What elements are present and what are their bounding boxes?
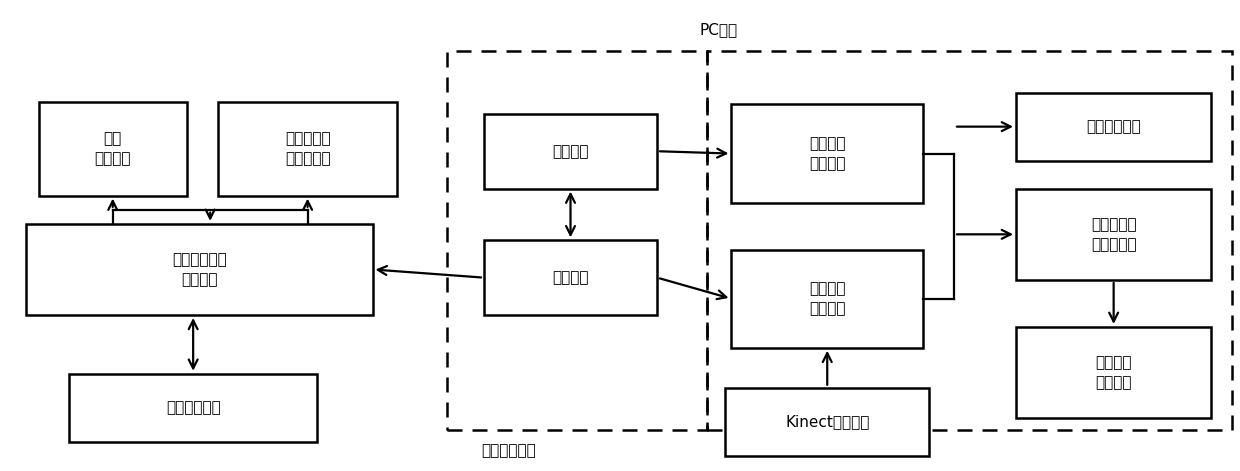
- Text: Kinect体感设备: Kinect体感设备: [785, 414, 869, 429]
- Text: PC终端: PC终端: [699, 22, 738, 37]
- Text: 多通道表面
肌电传感器: 多通道表面 肌电传感器: [285, 131, 330, 166]
- Text: 手部动作
识别模块: 手部动作 识别模块: [808, 136, 846, 171]
- Text: 机器人运动
逆解算模块: 机器人运动 逆解算模块: [1091, 217, 1137, 252]
- Bar: [38, 102, 187, 196]
- Bar: [725, 388, 929, 455]
- Bar: [732, 105, 923, 203]
- Text: 微处理器测量
控制装置: 微处理器测量 控制装置: [172, 252, 227, 287]
- Bar: [446, 50, 707, 430]
- Text: 振动反馈设备: 振动反馈设备: [166, 400, 221, 415]
- Text: 数据通信装置: 数据通信装置: [481, 443, 536, 458]
- Bar: [1016, 93, 1211, 161]
- Bar: [1016, 327, 1211, 418]
- Bar: [484, 240, 657, 315]
- Text: 蓝牙模块: 蓝牙模块: [552, 270, 589, 285]
- Bar: [1016, 189, 1211, 280]
- Text: 数据显示模块: 数据显示模块: [1086, 119, 1141, 134]
- Text: 手臂运动
解算模块: 手臂运动 解算模块: [808, 281, 846, 316]
- Text: 惯性
测量单元: 惯性 测量单元: [94, 131, 131, 166]
- Text: 虚拟场景
渲染模块: 虚拟场景 渲染模块: [1095, 355, 1132, 390]
- Bar: [218, 102, 397, 196]
- Bar: [26, 224, 372, 315]
- Bar: [707, 50, 1233, 430]
- Bar: [484, 114, 657, 189]
- Bar: [732, 250, 923, 348]
- Bar: [69, 374, 317, 441]
- Text: 蓝牙模块: 蓝牙模块: [552, 144, 589, 159]
